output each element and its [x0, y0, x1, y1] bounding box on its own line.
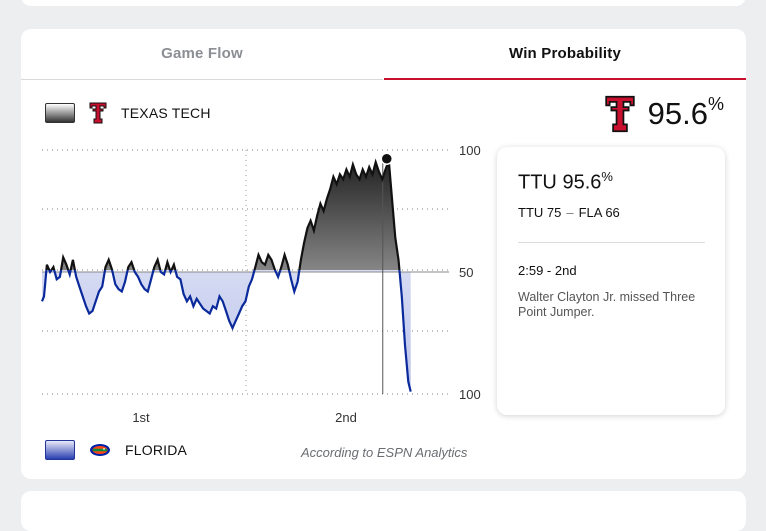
tooltip-game-clock: 2:59 - 2nd	[518, 263, 577, 278]
tooltip-probability: TTU 95.6%	[518, 169, 613, 194]
home-team-legend: TEXAS TECH	[45, 102, 211, 124]
selected-data-point[interactable]	[380, 152, 394, 165]
home-team-name: TEXAS TECH	[121, 105, 211, 121]
home-team-swatch	[45, 103, 75, 123]
tab-win-probability[interactable]: Win Probability	[384, 29, 746, 80]
analytics-credit: According to ESPN Analytics	[301, 445, 468, 460]
chart-tabs: Game Flow Win Probability	[21, 29, 746, 81]
tooltip-divider	[518, 242, 705, 243]
tooltip-play-description: Walter Clayton Jr. missed Three Point Ju…	[518, 290, 696, 319]
away-team-swatch	[45, 440, 75, 460]
previous-card	[21, 0, 746, 6]
y-tick-label: 100	[459, 143, 481, 158]
away-team-name: FLORIDA	[125, 442, 188, 458]
home-probability-line	[45, 158, 401, 270]
away-probability-line	[40, 270, 412, 392]
away-team-legend: FLORIDA	[45, 440, 187, 460]
y-tick-label: 50	[459, 265, 473, 280]
x-tick-label: 2nd	[335, 410, 357, 425]
tooltip-score: TTU 75– FLA 66	[518, 205, 620, 220]
next-card	[21, 491, 746, 531]
x-tick-label: 1st	[132, 410, 150, 425]
y-tick-label: 100	[459, 387, 481, 402]
florida-gator-logo-icon	[90, 444, 110, 456]
home-probability-area	[46, 160, 400, 270]
current-win-probability: 95.6%	[604, 94, 724, 133]
texas-tech-logo-icon	[604, 95, 635, 133]
play-tooltip: TTU 95.6% TTU 75– FLA 66 2:59 - 2nd Walte…	[497, 147, 725, 415]
current-prob-value: 95.6%	[647, 94, 724, 131]
win-probability-chart: 100 50 100 1st 2nd	[40, 143, 481, 425]
texas-tech-logo-icon	[89, 102, 107, 124]
tab-game-flow[interactable]: Game Flow	[21, 29, 383, 80]
win-probability-card: Game Flow Win Probability TEXAS TECH 95.…	[21, 29, 746, 479]
